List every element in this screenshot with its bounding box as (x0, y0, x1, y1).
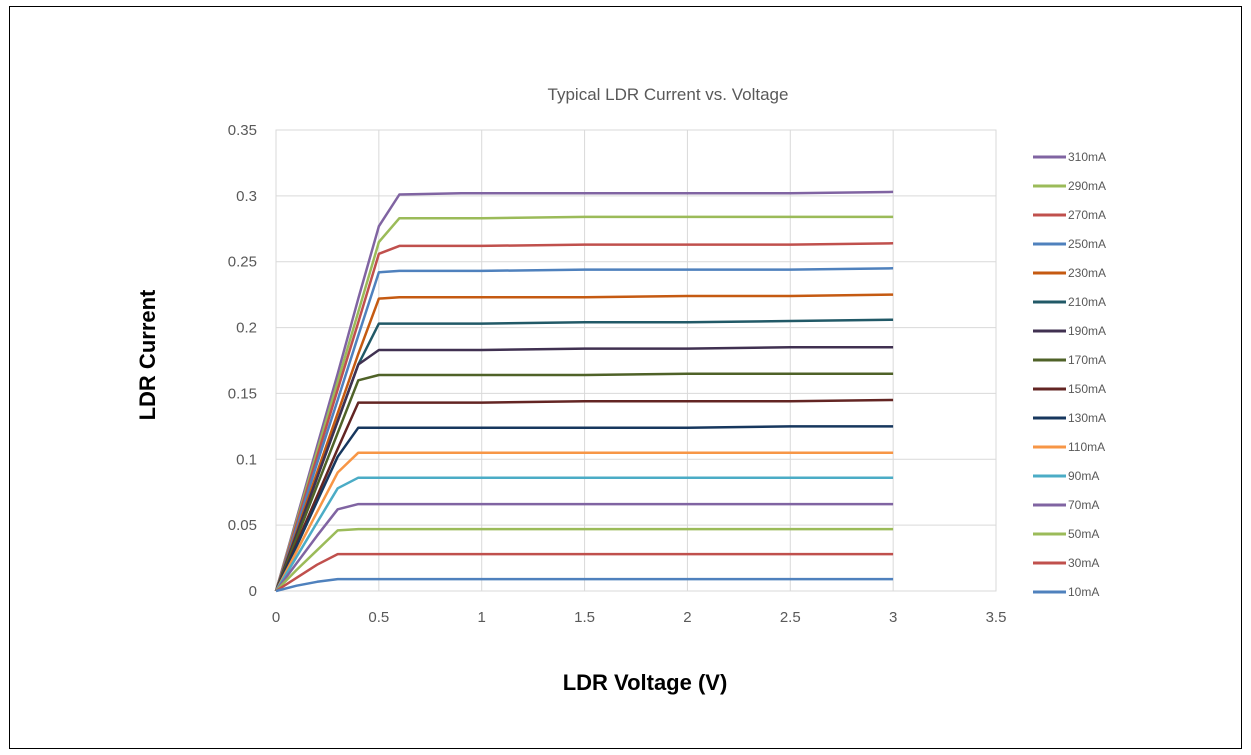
legend-label: 250mA (1068, 237, 1106, 251)
legend-label: 150mA (1068, 382, 1106, 396)
series-line-230mA (274, 293, 894, 592)
y-tick-label: 0.15 (228, 385, 257, 402)
gridlines (276, 130, 996, 591)
series-line-70mA (274, 502, 894, 592)
legend-label: 70mA (1068, 498, 1099, 512)
legend-label: 270mA (1068, 208, 1106, 222)
legend-label: 230mA (1068, 266, 1106, 280)
y-tick-label: 0 (249, 583, 257, 600)
series-line-90mA (274, 476, 894, 592)
x-tick-labels: 0 0.5 1 1.5 2 2.5 3 3.5 (272, 609, 1007, 626)
series-line-170mA (274, 372, 894, 592)
legend-label: 30mA (1068, 556, 1099, 570)
series-line-250mA (274, 267, 894, 592)
y-axis-title: LDR Current (135, 289, 160, 420)
series-line-150mA (274, 398, 894, 592)
x-axis-title: LDR Voltage (V) (563, 670, 728, 695)
legend-label: 210mA (1068, 295, 1106, 309)
plot-border (275, 129, 997, 592)
x-tick-label: 0.5 (368, 609, 389, 626)
series-lines (274, 190, 894, 593)
series-line-310mA (274, 190, 894, 592)
y-tick-labels: 0 0.05 0.1 0.15 0.2 0.25 0.3 0.35 (228, 122, 257, 600)
y-tick-label: 0.3 (236, 188, 257, 205)
y-tick-label: 0.35 (228, 122, 257, 139)
series-line-30mA (275, 552, 894, 593)
legend-label: 110mA (1068, 440, 1105, 454)
x-tick-label: 0 (272, 609, 280, 626)
x-tick-label: 1.5 (574, 609, 595, 626)
series-line-130mA (274, 425, 894, 592)
series-line-190mA (274, 346, 894, 592)
y-tick-label: 0.25 (228, 254, 257, 271)
y-tick-label: 0.2 (236, 320, 257, 337)
x-tick-label: 2 (683, 609, 691, 626)
legend-label: 130mA (1068, 411, 1106, 425)
x-tick-label: 3.5 (986, 609, 1007, 626)
legend-label: 90mA (1068, 469, 1099, 483)
legend-label: 50mA (1068, 527, 1099, 541)
plot-area: 0 0.5 1 1.5 2 2.5 3 3.5 00.050.10.150.20.250.30… (228, 122, 1007, 626)
y-tick-label: 0.1 (236, 451, 257, 468)
x-tick-label: 1 (478, 609, 486, 626)
series-line-110mA (274, 451, 894, 592)
legend-label: 190mA (1068, 324, 1106, 338)
series-line-270mA (274, 242, 894, 592)
x-tick-label: 2.5 (780, 609, 801, 626)
legend-label: 170mA (1068, 353, 1106, 367)
series-line-10mA (275, 577, 894, 593)
x-tick-label: 3 (889, 609, 897, 626)
legend: 310mA 290mA 270mA 250mA 230mA 210mA 190mA 170mA… (1033, 150, 1106, 599)
legend-label: 290mA (1068, 179, 1106, 193)
y-tick-label: 0.05 (228, 517, 257, 534)
series-line-50mA (275, 527, 894, 592)
legend-label: 10mA (1068, 585, 1099, 599)
series-line-290mA (274, 215, 894, 592)
chart-title: Typical LDR Current vs. Voltage (548, 85, 789, 104)
legend-label: 310mA (1068, 150, 1106, 164)
